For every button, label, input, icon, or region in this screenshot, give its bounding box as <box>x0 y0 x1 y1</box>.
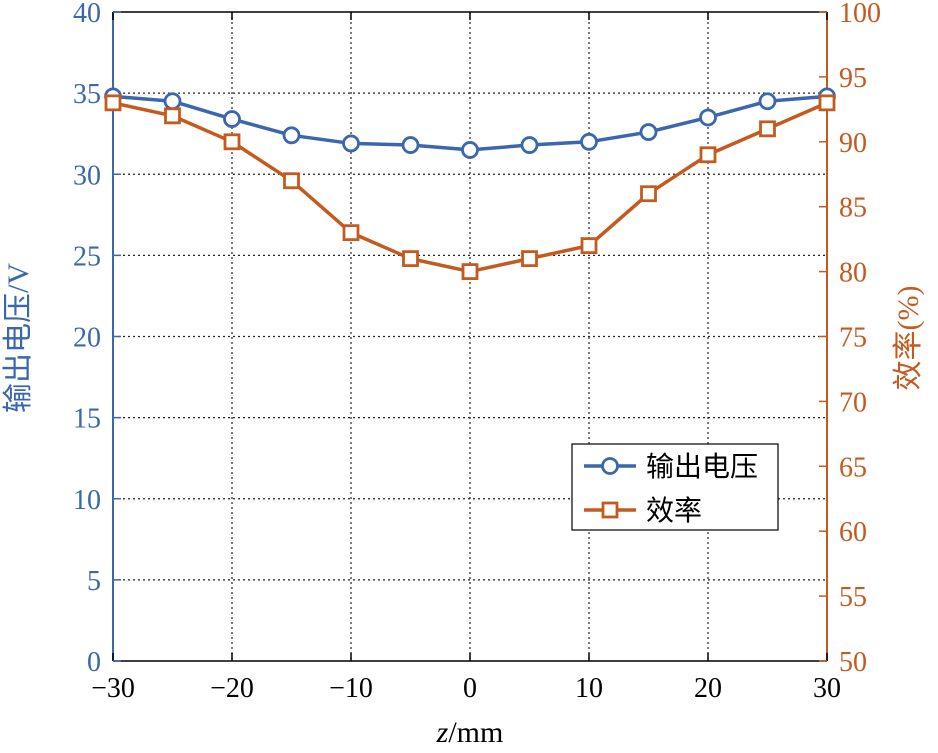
right-y-tick-label: 70 <box>839 387 867 418</box>
voltage-point <box>758 92 777 111</box>
voltage-point <box>342 134 360 153</box>
voltage-point <box>223 110 241 128</box>
x-tick-label: −10 <box>329 673 373 704</box>
efficiency-point <box>640 185 657 203</box>
left-y-tick-label: 15 <box>73 404 101 435</box>
right-y-tick-label: 85 <box>839 193 867 224</box>
left-y-tick-label: 35 <box>73 79 101 110</box>
voltage-point <box>282 126 301 145</box>
grid-layer <box>113 12 827 661</box>
right-y-tick-label: 75 <box>839 323 867 354</box>
left-y-tick-label: 30 <box>73 160 101 191</box>
left-y-tick-label: 10 <box>73 485 101 516</box>
left-y-tick-label: 20 <box>73 323 101 354</box>
efficiency-point <box>104 94 122 112</box>
right-y-tick-label: 55 <box>839 582 867 613</box>
efficiency-point <box>402 250 419 268</box>
x-tick-label: −20 <box>210 673 254 704</box>
x-axis-unit: /mm <box>448 716 503 748</box>
right-y-tick-label: 90 <box>839 128 867 159</box>
right-y-tick-label: 100 <box>839 0 881 29</box>
efficiency-point <box>759 120 776 138</box>
legend-marker <box>601 501 619 519</box>
legend-label: 效率 <box>646 495 702 527</box>
x-axis-label: z/mm <box>436 716 504 748</box>
voltage-point <box>461 141 479 159</box>
efficiency-point <box>699 146 717 164</box>
voltage-point <box>401 136 420 154</box>
efficiency-point <box>461 263 479 281</box>
voltage-point <box>580 132 598 151</box>
right-y-axis-label: 效率(%) <box>892 286 925 391</box>
efficiency-point <box>223 133 241 151</box>
left-y-tick-label: 0 <box>87 647 101 678</box>
legend-marker <box>601 457 619 475</box>
voltage-point <box>163 92 182 111</box>
x-tick-label: 30 <box>813 673 841 704</box>
x-tick-label: 0 <box>463 673 477 704</box>
efficiency-point <box>580 237 598 255</box>
legend-label: 输出电压 <box>646 451 758 483</box>
left-y-axis-label: 输出电压/V <box>2 263 35 413</box>
left-y-tick-label: 5 <box>87 566 101 597</box>
voltage-point <box>639 123 658 141</box>
efficiency-point <box>342 224 360 242</box>
series-2 <box>104 94 836 281</box>
efficiency-point <box>164 107 181 125</box>
left-y-tick-label: 40 <box>73 0 101 29</box>
right-y-tick-label: 50 <box>839 647 867 678</box>
axes-layer: −30 −20 −10 0 10 20 30 0 5 10 15 20 25 30 35 40 50 55 60 65… <box>73 0 881 704</box>
x-tick-label: 10 <box>575 673 603 704</box>
series-1 <box>104 87 836 159</box>
right-y-tick-label: 65 <box>839 452 867 483</box>
left-y-tick-label: 25 <box>73 241 101 272</box>
right-y-tick-label: 60 <box>839 517 867 548</box>
efficiency-point <box>818 94 836 112</box>
x-tick-label: −30 <box>91 673 135 704</box>
voltage-point <box>520 136 539 154</box>
efficiency-point <box>283 172 300 190</box>
right-y-tick-label: 80 <box>839 258 867 289</box>
x-tick-label: 20 <box>694 673 722 704</box>
series-layer <box>104 87 836 281</box>
right-y-tick-label: 95 <box>839 63 867 94</box>
x-axis-variable: z <box>436 716 449 748</box>
efficiency-point <box>521 250 538 268</box>
voltage-point <box>699 108 717 127</box>
